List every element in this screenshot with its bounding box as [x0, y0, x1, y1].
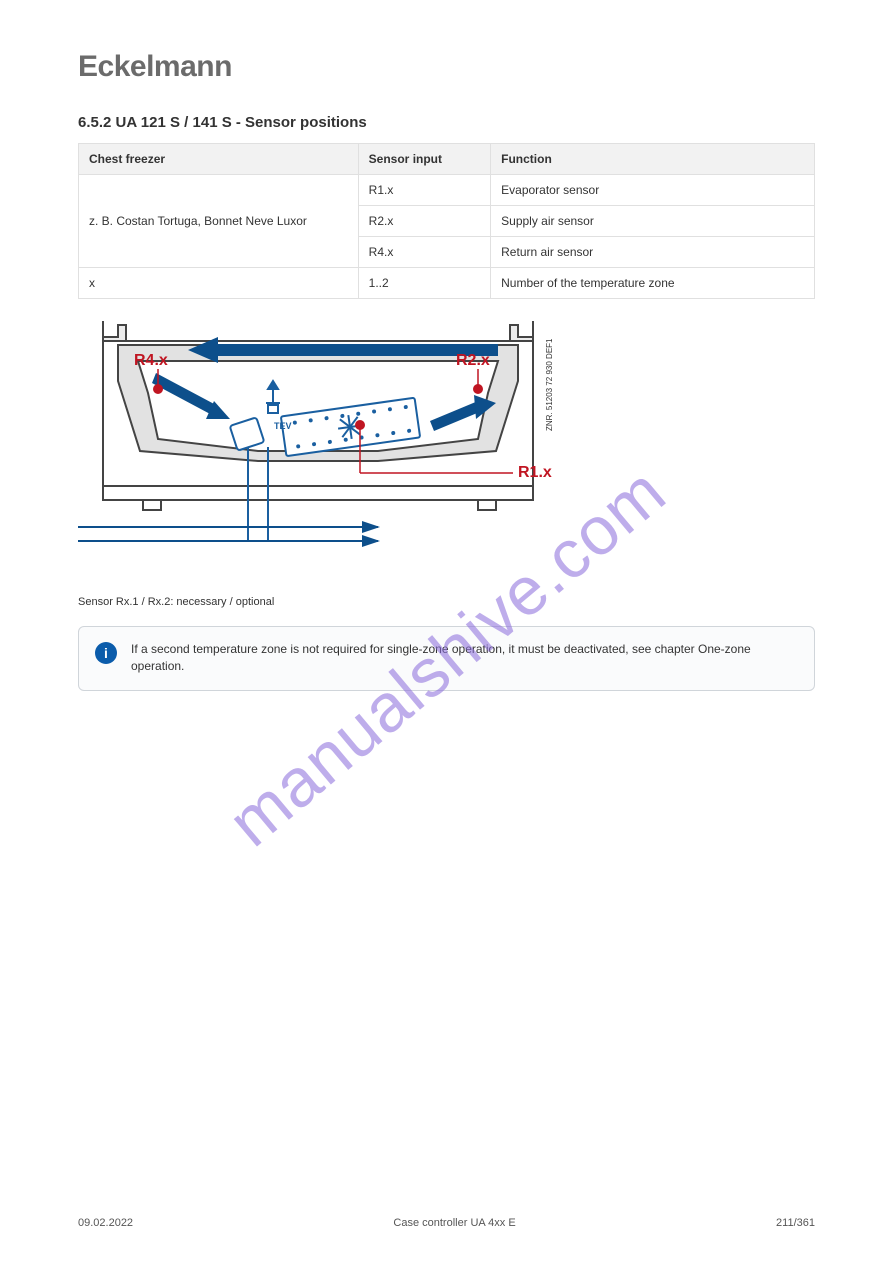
footer-title: Case controller UA 4xx E — [393, 1217, 515, 1229]
footer-page: 211/361 — [776, 1217, 815, 1229]
td-func: Number of the temperature zone — [491, 268, 815, 299]
info-callout: i If a second temperature zone is not re… — [78, 626, 815, 691]
th-chest: Chest freezer — [79, 144, 359, 175]
td-func: Return air sensor — [491, 237, 815, 268]
table-row: z. B. Costan Tortuga, Bonnet Neve Luxor … — [79, 175, 815, 206]
page-footer: 09.02.2022 Case controller UA 4xx E 211/… — [78, 1217, 815, 1229]
th-input: Sensor input — [358, 144, 490, 175]
section-heading: 6.5.2 UA 121 S / 141 S - Sensor position… — [78, 114, 815, 131]
td-model: z. B. Costan Tortuga, Bonnet Neve Luxor — [79, 175, 359, 268]
brand-logo: Eckelmann — [78, 50, 815, 84]
footer-date: 09.02.2022 — [78, 1217, 133, 1229]
table-header-row: Chest freezer Sensor input Function — [79, 144, 815, 175]
td-input: R1.x — [358, 175, 490, 206]
drawing-id: ZNR. 51203 72 930 DEF1 — [545, 338, 554, 431]
label-r1: R1.x — [518, 464, 552, 481]
th-func: Function — [491, 144, 815, 175]
diagram-svg: TEV R4.x R2.x R1.x ZNR. 51203 72 930 DEF… — [78, 311, 578, 586]
sensor-table: Chest freezer Sensor input Function z. B… — [78, 143, 815, 299]
td-input: 1..2 — [358, 268, 490, 299]
table-row: x 1..2 Number of the temperature zone — [79, 268, 815, 299]
td-x: x — [79, 268, 359, 299]
label-r4: R4.x — [134, 352, 168, 369]
td-input: R4.x — [358, 237, 490, 268]
sensor-diagram: TEV R4.x R2.x R1.x ZNR. 51203 72 930 DEF… — [78, 311, 578, 586]
info-text: If a second temperature zone is not requ… — [131, 641, 798, 676]
td-input: R2.x — [358, 206, 490, 237]
tev-label: TEV — [274, 421, 292, 431]
td-func: Evaporator sensor — [491, 175, 815, 206]
label-r2: R2.x — [456, 352, 490, 369]
td-func: Supply air sensor — [491, 206, 815, 237]
sensor-key: Sensor Rx.1 / Rx.2: necessary / optional — [78, 596, 815, 608]
info-icon: i — [95, 642, 117, 664]
